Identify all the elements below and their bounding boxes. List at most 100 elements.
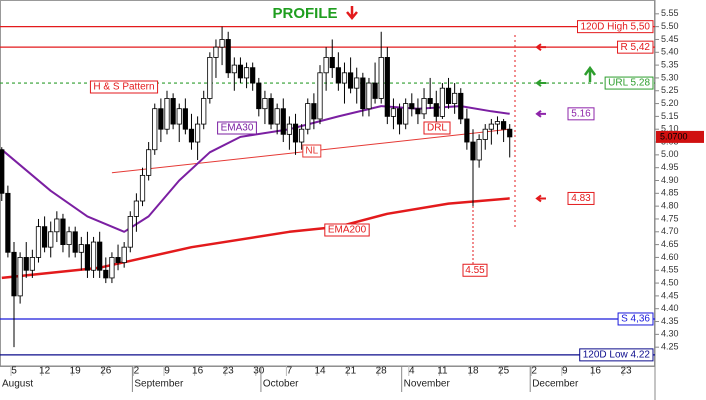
candle-body bbox=[433, 103, 439, 117]
y-tick-label: 4.85 bbox=[661, 188, 679, 198]
candle-body bbox=[341, 72, 348, 84]
candle-body bbox=[72, 231, 78, 253]
ma-line bbox=[1, 105, 510, 233]
series-label: EMA30 bbox=[221, 123, 254, 134]
candle-body bbox=[201, 98, 207, 125]
y-tick-label: 4.80 bbox=[661, 201, 679, 211]
y-tick-label: 4.55 bbox=[661, 265, 679, 275]
annotation: H & S Pattern bbox=[93, 82, 154, 93]
candle-body bbox=[384, 57, 390, 117]
candle-body bbox=[354, 77, 360, 89]
level-label: R 5,42 bbox=[621, 42, 651, 53]
candle-body bbox=[305, 103, 311, 130]
level-label: 120D High 5,50 bbox=[581, 21, 651, 32]
candle-body bbox=[164, 98, 170, 130]
x-tick-label: 9 bbox=[562, 366, 568, 377]
candle-body bbox=[243, 67, 250, 79]
price-arrow bbox=[535, 194, 546, 203]
candle-body bbox=[347, 72, 354, 89]
y-tick-label: 4.35 bbox=[661, 316, 679, 326]
candle-body bbox=[5, 192, 11, 253]
chart-title: PROFILE bbox=[272, 5, 337, 22]
candle-body bbox=[84, 244, 91, 271]
y-tick-label: 5.55 bbox=[661, 8, 679, 18]
annotation: DRL bbox=[427, 123, 447, 134]
candle-body bbox=[500, 121, 507, 130]
y-tick-label: 4.70 bbox=[661, 226, 679, 236]
candle-body bbox=[231, 64, 237, 74]
x-tick-label: 23 bbox=[223, 366, 235, 377]
candle-body bbox=[335, 67, 341, 84]
candle-body bbox=[133, 200, 139, 217]
month-label: August bbox=[2, 379, 33, 390]
x-tick-label: 28 bbox=[376, 366, 388, 377]
x-tick-label: 14 bbox=[314, 366, 326, 377]
level-label-box bbox=[577, 20, 654, 34]
candle-body bbox=[274, 108, 280, 125]
candle-body bbox=[194, 123, 201, 143]
candle-body bbox=[158, 108, 164, 130]
y-tick-label: 4.60 bbox=[661, 252, 679, 262]
y-tick-label: 4.50 bbox=[661, 277, 679, 287]
candle-body bbox=[317, 72, 323, 120]
price-label: 5.16 bbox=[571, 108, 591, 119]
candle-body bbox=[54, 218, 60, 233]
candle-body bbox=[286, 123, 293, 135]
candle-body bbox=[488, 123, 494, 130]
candle-body bbox=[250, 67, 256, 84]
candle-body bbox=[219, 39, 225, 48]
candle-body bbox=[458, 92, 464, 120]
candle-body bbox=[439, 87, 446, 117]
candle-body bbox=[360, 77, 366, 110]
series-label-box bbox=[324, 223, 370, 237]
candle-body bbox=[262, 98, 268, 110]
y-tick-label: 5.20 bbox=[661, 98, 679, 108]
x-tick-label: 19 bbox=[70, 366, 82, 377]
candle-body bbox=[213, 46, 219, 58]
x-tick-label: 26 bbox=[100, 366, 112, 377]
trend-label: NL bbox=[305, 146, 318, 157]
level-label: URL 5.28 bbox=[608, 78, 650, 89]
candle-body bbox=[507, 128, 513, 138]
candle-body bbox=[176, 108, 182, 125]
candle-body bbox=[78, 244, 84, 253]
x-tick-label: 9 bbox=[164, 366, 170, 377]
x-tick-label: 2 bbox=[134, 366, 140, 377]
x-tick-label: 5 bbox=[11, 366, 17, 377]
price-arrow bbox=[535, 110, 546, 118]
candle-body bbox=[146, 149, 152, 176]
candle-body bbox=[378, 57, 384, 99]
candle-body bbox=[372, 82, 378, 99]
price-label-box bbox=[567, 191, 595, 205]
title-arrow bbox=[346, 6, 358, 20]
candle-body bbox=[66, 231, 72, 246]
target-label: 4.55 bbox=[465, 265, 485, 276]
level-label-box bbox=[604, 76, 654, 90]
series-label: EMA200 bbox=[328, 225, 367, 236]
y-tick-label: 4.30 bbox=[661, 329, 679, 339]
x-tick-label: 12 bbox=[39, 366, 51, 377]
candle-body bbox=[23, 257, 29, 271]
candle-body bbox=[427, 98, 433, 104]
candle-body bbox=[90, 241, 97, 271]
candle-body bbox=[152, 108, 158, 151]
up-arrow bbox=[583, 65, 597, 82]
candle-body bbox=[97, 241, 103, 271]
y-tick-label: 4.90 bbox=[661, 175, 679, 185]
y-tick-label: 4.45 bbox=[661, 290, 679, 300]
candle-body bbox=[127, 215, 133, 248]
candle-body bbox=[207, 57, 213, 99]
x-tick-label: 30 bbox=[253, 366, 265, 377]
candle-body bbox=[292, 123, 299, 143]
candle-body bbox=[464, 118, 470, 143]
candle-body bbox=[445, 87, 452, 104]
candle-body bbox=[0, 149, 5, 194]
price-arrow bbox=[535, 79, 546, 87]
level-label: S 4,36 bbox=[621, 314, 650, 325]
y-tick-label: 5.15 bbox=[661, 111, 679, 121]
month-label: November bbox=[404, 379, 451, 390]
candle-body bbox=[29, 257, 35, 271]
last-price-label: 5.0700 bbox=[660, 131, 688, 141]
price-label-box bbox=[567, 107, 595, 121]
